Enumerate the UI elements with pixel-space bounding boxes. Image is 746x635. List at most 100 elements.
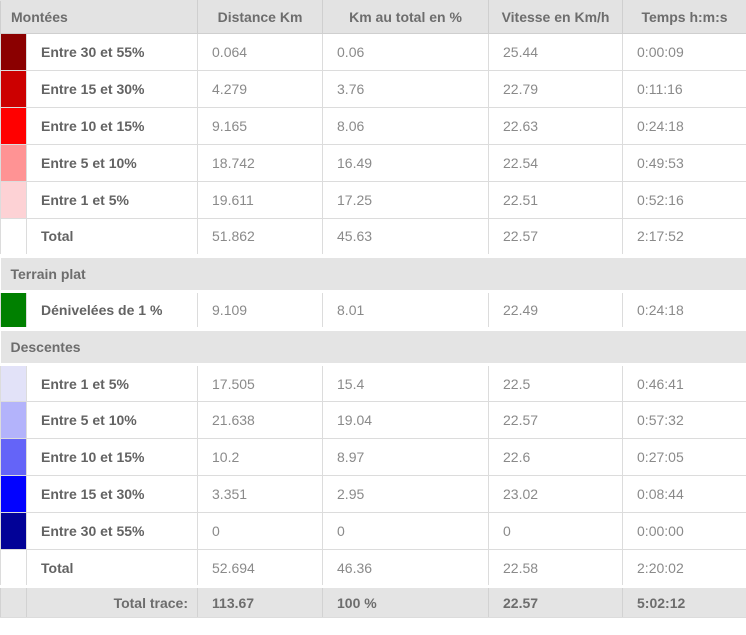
col-header-distance: Distance Km (197, 0, 324, 34)
table-row-montee-5-10: Entre 5 et 10% 18.742 16.49 22.54 0:49:5… (0, 144, 746, 182)
table-row-montee-15-30: Entre 15 et 30% 4.279 3.76 22.79 0:11:16 (0, 70, 746, 108)
color-swatch (0, 438, 27, 476)
time-value: 0:11:16 (622, 70, 746, 108)
percent-value: 2.95 (322, 475, 490, 513)
distance-value: 0 (197, 512, 324, 550)
total-time-value: 5:02:12 (622, 585, 746, 618)
color-swatch (0, 549, 27, 587)
table-row-montee-10-15: Entre 10 et 15% 9.165 8.06 22.63 0:24:18 (0, 107, 746, 145)
row-label: Entre 10 et 15% (25, 438, 199, 476)
distance-value: 52.694 (197, 549, 324, 587)
col-header-speed: Vitesse en Km/h (488, 0, 624, 34)
time-value: 0:49:53 (622, 144, 746, 182)
percent-value: 15.4 (322, 364, 490, 402)
time-value: 0:52:16 (622, 181, 746, 219)
distance-value: 21.638 (197, 401, 324, 439)
stats-table: Montées Distance Km Km au total en % Vit… (0, 0, 746, 618)
row-label: Total (25, 549, 199, 587)
time-value: 2:20:02 (622, 549, 746, 587)
row-label: Entre 15 et 30% (25, 70, 199, 108)
table-row-montees-total: Total 51.862 45.63 22.57 2:17:52 (0, 218, 746, 256)
section-header-terrain-plat: Terrain plat (0, 253, 746, 293)
row-label: Entre 15 et 30% (25, 475, 199, 513)
elevation-stats-panel: Montées Distance Km Km au total en % Vit… (0, 0, 746, 618)
row-label: Entre 5 et 10% (25, 401, 199, 439)
distance-value: 17.505 (197, 364, 324, 402)
speed-value: 22.54 (488, 144, 624, 182)
color-swatch (0, 475, 27, 513)
speed-value: 22.79 (488, 70, 624, 108)
distance-value: 10.2 (197, 438, 324, 476)
color-swatch (0, 181, 27, 219)
time-value: 0:00:00 (622, 512, 746, 550)
total-trace-row: Total trace: 113.67 100 % 22.57 5:02:12 (0, 585, 746, 618)
percent-value: 46.36 (322, 549, 490, 587)
percent-value: 8.01 (322, 291, 490, 329)
row-label: Total (25, 218, 199, 256)
speed-value: 0 (488, 512, 624, 550)
section-header-descentes: Descentes (0, 326, 746, 366)
time-value: 0:27:05 (622, 438, 746, 476)
total-trace-label: Total trace: (25, 585, 199, 618)
table-row-descentes-total: Total 52.694 46.36 22.58 2:20:02 (0, 549, 746, 587)
color-swatch (0, 107, 27, 145)
table-row-descente-30-55: Entre 30 et 55% 0 0 0 0:00:00 (0, 512, 746, 550)
time-value: 0:24:18 (622, 107, 746, 145)
color-swatch (0, 144, 27, 182)
color-swatch (0, 218, 27, 256)
color-swatch (0, 401, 27, 439)
speed-value: 22.49 (488, 291, 624, 329)
table-row-terrain-plat: Dénivelées de 1 % 9.109 8.01 22.49 0:24:… (0, 291, 746, 329)
percent-value: 0.06 (322, 33, 490, 71)
table-row-descente-15-30: Entre 15 et 30% 3.351 2.95 23.02 0:08:44 (0, 475, 746, 513)
color-swatch (0, 70, 27, 108)
speed-value: 22.6 (488, 438, 624, 476)
section-title: Descentes (0, 326, 746, 366)
percent-value: 0 (322, 512, 490, 550)
percent-value: 17.25 (322, 181, 490, 219)
percent-value: 8.97 (322, 438, 490, 476)
table-row-descente-5-10: Entre 5 et 10% 21.638 19.04 22.57 0:57:3… (0, 401, 746, 439)
col-header-montees: Montées (0, 0, 199, 34)
table-header-row: Montées Distance Km Km au total en % Vit… (0, 0, 746, 34)
distance-value: 51.862 (197, 218, 324, 256)
time-value: 0:00:09 (622, 33, 746, 71)
table-row-montee-1-5: Entre 1 et 5% 19.611 17.25 22.51 0:52:16 (0, 181, 746, 219)
time-value: 2:17:52 (622, 218, 746, 256)
distance-value: 19.611 (197, 181, 324, 219)
speed-value: 22.51 (488, 181, 624, 219)
col-header-time: Temps h:m:s (622, 0, 746, 34)
distance-value: 18.742 (197, 144, 324, 182)
distance-value: 4.279 (197, 70, 324, 108)
time-value: 0:46:41 (622, 364, 746, 402)
distance-value: 9.165 (197, 107, 324, 145)
row-label: Entre 1 et 5% (25, 181, 199, 219)
distance-value: 0.064 (197, 33, 324, 71)
distance-value: 3.351 (197, 475, 324, 513)
time-value: 0:08:44 (622, 475, 746, 513)
speed-value: 22.5 (488, 364, 624, 402)
time-value: 0:57:32 (622, 401, 746, 439)
percent-value: 45.63 (322, 218, 490, 256)
speed-value: 22.63 (488, 107, 624, 145)
table-row-descente-1-5: Entre 1 et 5% 17.505 15.4 22.5 0:46:41 (0, 364, 746, 402)
row-label: Entre 30 et 55% (25, 512, 199, 550)
total-speed-value: 22.57 (488, 585, 624, 618)
color-swatch (0, 512, 27, 550)
row-label: Entre 5 et 10% (25, 144, 199, 182)
row-label: Entre 30 et 55% (25, 33, 199, 71)
total-distance-value: 113.67 (197, 585, 324, 618)
footer-swatch-spacer (0, 585, 27, 618)
speed-value: 25.44 (488, 33, 624, 71)
section-title: Terrain plat (0, 253, 746, 293)
row-label: Entre 10 et 15% (25, 107, 199, 145)
speed-value: 23.02 (488, 475, 624, 513)
color-swatch (0, 33, 27, 71)
speed-value: 22.57 (488, 218, 624, 256)
table-row-descente-10-15: Entre 10 et 15% 10.2 8.97 22.6 0:27:05 (0, 438, 746, 476)
color-swatch (0, 291, 27, 329)
col-header-percent: Km au total en % (322, 0, 490, 34)
percent-value: 19.04 (322, 401, 490, 439)
speed-value: 22.57 (488, 401, 624, 439)
percent-value: 3.76 (322, 70, 490, 108)
